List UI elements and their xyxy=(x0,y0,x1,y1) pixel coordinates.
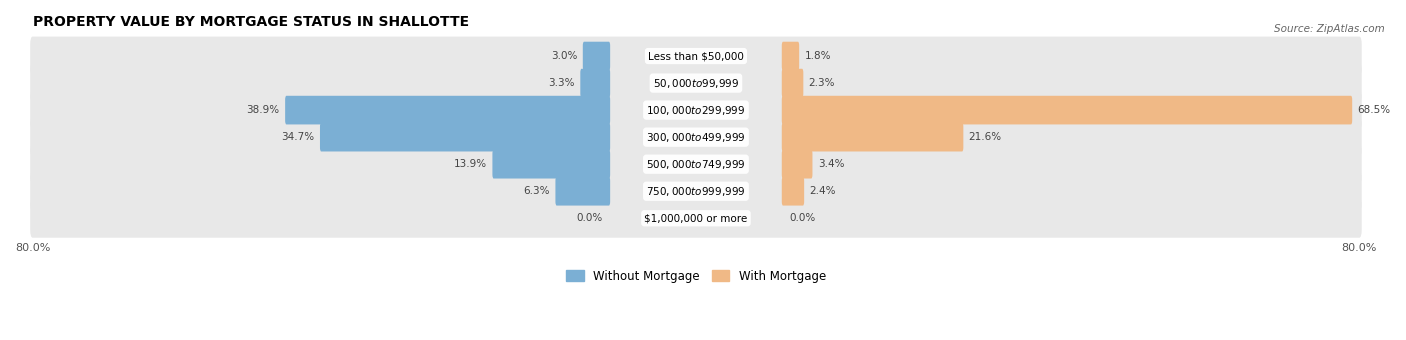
Text: 68.5%: 68.5% xyxy=(1358,105,1391,115)
Text: Source: ZipAtlas.com: Source: ZipAtlas.com xyxy=(1274,24,1385,34)
FancyBboxPatch shape xyxy=(30,172,1362,211)
FancyBboxPatch shape xyxy=(321,123,610,152)
FancyBboxPatch shape xyxy=(30,145,1362,184)
FancyBboxPatch shape xyxy=(30,64,1362,103)
Text: $750,000 to $999,999: $750,000 to $999,999 xyxy=(647,185,745,198)
FancyBboxPatch shape xyxy=(583,42,610,70)
FancyBboxPatch shape xyxy=(30,199,1362,238)
FancyBboxPatch shape xyxy=(555,177,610,206)
FancyBboxPatch shape xyxy=(492,150,610,178)
FancyBboxPatch shape xyxy=(782,96,1353,124)
Text: 3.4%: 3.4% xyxy=(818,159,845,169)
FancyBboxPatch shape xyxy=(782,69,803,97)
Text: $300,000 to $499,999: $300,000 to $499,999 xyxy=(647,131,745,144)
Text: 6.3%: 6.3% xyxy=(523,186,550,196)
FancyBboxPatch shape xyxy=(30,118,1362,157)
Text: 0.0%: 0.0% xyxy=(790,213,815,223)
Text: 3.3%: 3.3% xyxy=(548,78,575,88)
Text: PROPERTY VALUE BY MORTGAGE STATUS IN SHALLOTTE: PROPERTY VALUE BY MORTGAGE STATUS IN SHA… xyxy=(32,15,468,29)
Text: 0.0%: 0.0% xyxy=(576,213,602,223)
FancyBboxPatch shape xyxy=(782,150,813,178)
Text: 2.4%: 2.4% xyxy=(810,186,837,196)
FancyBboxPatch shape xyxy=(581,69,610,97)
Legend: Without Mortgage, With Mortgage: Without Mortgage, With Mortgage xyxy=(561,265,831,287)
Text: Less than $50,000: Less than $50,000 xyxy=(648,51,744,61)
Text: $1,000,000 or more: $1,000,000 or more xyxy=(644,213,748,223)
Text: 38.9%: 38.9% xyxy=(246,105,280,115)
Text: $500,000 to $749,999: $500,000 to $749,999 xyxy=(647,158,745,171)
FancyBboxPatch shape xyxy=(782,42,799,70)
Text: 1.8%: 1.8% xyxy=(804,51,831,61)
Text: $100,000 to $299,999: $100,000 to $299,999 xyxy=(647,104,745,117)
FancyBboxPatch shape xyxy=(782,177,804,206)
Text: 3.0%: 3.0% xyxy=(551,51,578,61)
Text: 2.3%: 2.3% xyxy=(808,78,835,88)
Text: 13.9%: 13.9% xyxy=(454,159,486,169)
Text: 21.6%: 21.6% xyxy=(969,132,1002,142)
Text: $50,000 to $99,999: $50,000 to $99,999 xyxy=(652,76,740,89)
Text: 34.7%: 34.7% xyxy=(281,132,315,142)
FancyBboxPatch shape xyxy=(30,91,1362,130)
FancyBboxPatch shape xyxy=(285,96,610,124)
FancyBboxPatch shape xyxy=(30,37,1362,75)
FancyBboxPatch shape xyxy=(782,123,963,152)
